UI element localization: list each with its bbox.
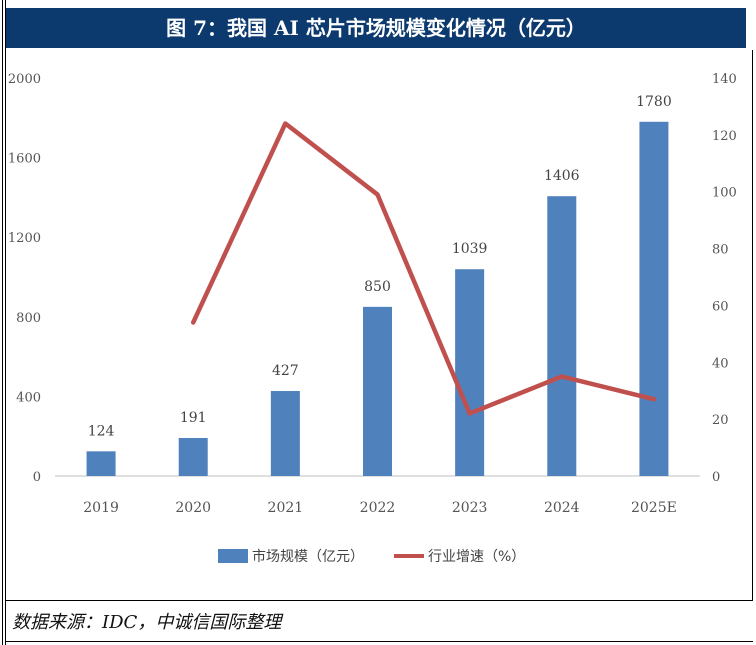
- chart-axes: 0 400 800 1200 1600 2000 0 20 40 60 80 100 120 140 201…: [8, 72, 737, 516]
- x-tick-label: 2019: [83, 500, 119, 516]
- y-left-tick-label: 800: [16, 311, 41, 326]
- bar-data-label: 124: [88, 423, 115, 439]
- left-border-inner: [5, 0, 6, 645]
- y-right-tick-label: 80: [712, 243, 729, 258]
- x-tick-label: 2022: [360, 500, 396, 516]
- x-tick-label: 2021: [268, 500, 304, 516]
- legend-bar-swatch: [218, 549, 248, 563]
- bar-data-label: 1780: [636, 94, 672, 110]
- y-right-tick-label: 120: [712, 129, 737, 144]
- bar: [455, 269, 485, 476]
- footer-divider: [5, 600, 753, 601]
- bar: [363, 306, 392, 476]
- y-right-tick-label: 100: [712, 186, 737, 201]
- bar-data-label: 850: [364, 279, 391, 295]
- y-left-tick-label: 2000: [8, 72, 41, 87]
- y-left-tick-label: 0: [33, 470, 41, 485]
- data-labels: 124 191 427 850 1039 1406 1780: [88, 94, 672, 440]
- y-right-tick-label: 20: [712, 413, 729, 428]
- right-border: [752, 50, 753, 600]
- bar-data-label: 1039: [452, 241, 488, 257]
- bar-series: [86, 121, 669, 476]
- x-tick-label: 2025E: [631, 500, 677, 516]
- bar-data-label: 191: [180, 410, 207, 426]
- y-left-tick-label: 400: [16, 390, 41, 405]
- line-series: [190, 121, 657, 416]
- y-right-tick-label: 40: [712, 356, 729, 371]
- bar: [270, 391, 300, 476]
- bar: [86, 451, 116, 476]
- chart-legend: 市场规模（亿元） 行业增速（%）: [218, 548, 525, 565]
- bar: [639, 121, 669, 476]
- y-right-tick-label: 0: [712, 470, 720, 485]
- x-tick-label: 2020: [175, 500, 211, 516]
- chart-plot: 0 400 800 1200 1600 2000 0 20 40 60 80 100 120 140 201…: [8, 72, 737, 565]
- bar: [178, 437, 208, 476]
- y-left-tick-label: 1600: [8, 152, 41, 167]
- x-tick-label: 2024: [544, 500, 580, 516]
- bar: [547, 196, 577, 476]
- y-left-tick-label: 1200: [8, 231, 41, 246]
- bar-data-label: 427: [272, 363, 299, 379]
- legend-bar-label: 市场规模（亿元）: [252, 548, 364, 565]
- left-border-outer: [2, 0, 3, 645]
- chart-title: 图 7：我国 AI 芯片市场规模变化情况（亿元）: [6, 8, 746, 48]
- y-right-tick-label: 140: [712, 72, 737, 87]
- y-right-tick-label: 60: [712, 299, 729, 314]
- bottom-border: [5, 641, 753, 642]
- source-note: 数据来源：IDC，中诚信国际整理: [12, 612, 282, 633]
- growth-line: [190, 121, 657, 416]
- x-tick-label: 2023: [452, 500, 488, 516]
- bar-data-label: 1406: [544, 168, 580, 184]
- legend-line-label: 行业增速（%）: [428, 549, 525, 565]
